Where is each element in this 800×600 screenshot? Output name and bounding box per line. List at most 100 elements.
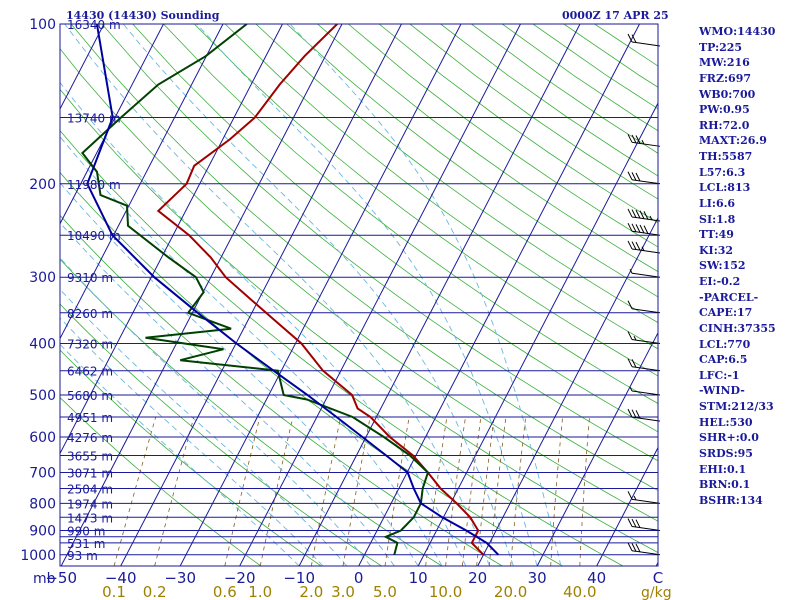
isotherm-line — [179, 24, 462, 566]
wind-barb-flag — [631, 172, 637, 181]
index-item: LCL:770 — [699, 337, 751, 351]
mixing-ratio-label: 0.2 — [143, 583, 167, 600]
dry-adiabat — [70, 24, 658, 492]
mixing-ratio-label: 40.0 — [563, 583, 596, 600]
temperature-tick-label: 0 — [354, 569, 364, 587]
index-item: SI:1.8 — [699, 212, 736, 226]
moist-adiabat — [60, 257, 371, 566]
mixing-ratio-line — [445, 416, 466, 566]
wind-barb-flag — [643, 211, 649, 220]
temperature-tick-label: −50 — [45, 569, 77, 587]
dry-adiabat — [60, 214, 503, 566]
mixing-ratio-unit-label: g/kg — [641, 585, 672, 600]
dry-adiabat — [255, 24, 658, 324]
wind-barb-half-flag — [641, 246, 645, 251]
valid-time: 0000Z 17 APR 25 — [562, 9, 669, 22]
height-label: 4951 m — [67, 411, 113, 425]
height-label: 10490 m — [67, 229, 121, 243]
dry-adiabat — [60, 303, 382, 566]
index-item: HEL:530 — [699, 415, 753, 429]
wind-barb-flag — [627, 300, 633, 309]
temperature-tick-label: 30 — [528, 569, 547, 587]
dry-adiabat — [163, 24, 658, 404]
mixing-ratio-label: 0.1 — [102, 583, 126, 600]
wind-barb-flag — [639, 224, 645, 234]
index-item: BRN:0.1 — [699, 478, 751, 492]
isotherm-line — [596, 446, 658, 566]
pressure-tick-label: 700 — [29, 466, 56, 482]
isotherm-line — [120, 24, 402, 566]
isotherm-line — [358, 24, 640, 566]
dry-adiabats — [60, 24, 658, 566]
height-label: 7320 m — [67, 338, 113, 352]
dry-adiabat — [60, 129, 624, 566]
index-item: MW:216 — [699, 56, 750, 70]
index-item: SRDS:95 — [699, 446, 753, 460]
isotherm-lines — [0, 24, 658, 566]
index-item: LCL:813 — [699, 181, 751, 195]
wind-barb — [627, 518, 661, 531]
stability-index-panel: WMO:14430 TP:225 MW:216 FRZ:697 WB0:700 PW:0.… — [699, 24, 799, 508]
wind-barb-flag — [643, 225, 649, 234]
wind-barb-flag — [635, 241, 641, 251]
mixing-ratio-line — [154, 416, 195, 566]
wind-barb-half-flag — [629, 269, 633, 274]
index-item: CINH:37355 — [699, 321, 776, 335]
dry-adiabat — [101, 24, 658, 462]
isotherm-line — [239, 24, 521, 566]
dry-adiabat — [317, 24, 658, 273]
moist-adiabat — [289, 24, 562, 566]
wind-barb-flag — [627, 542, 633, 551]
wind-barb-flag — [631, 543, 637, 552]
moist-adiabat — [60, 182, 419, 566]
wind-barb-flag — [631, 518, 637, 528]
isotherm-line — [60, 24, 283, 455]
wind-barb-shaft — [631, 248, 661, 254]
station-title: 14430 (14430) Sounding — [66, 9, 220, 22]
sounding-series-line-3 — [86, 24, 500, 556]
isotherm-line — [60, 24, 164, 225]
pressure-tick-label: 1000 — [20, 548, 56, 564]
wind-barb-flag — [631, 34, 637, 43]
wind-barb-shaft — [631, 308, 661, 314]
temperature-tick-label: 20 — [468, 569, 487, 587]
wind-barb-flag — [627, 171, 633, 180]
wind-barb-half-flag — [649, 215, 653, 221]
wind-barb-shaft — [631, 216, 661, 222]
dry-adiabat — [60, 396, 262, 566]
wind-barb-shaft — [631, 416, 661, 422]
isotherm-line — [477, 216, 658, 566]
height-label: 8260 m — [67, 307, 113, 321]
wind-barb-flag — [635, 135, 641, 144]
index-item: BSHR:134 — [699, 493, 763, 507]
wind-barb-half-flag — [633, 335, 637, 341]
dry-adiabat — [348, 24, 658, 248]
moist-adiabat — [60, 81, 467, 566]
mixing-ratio-label: 10.0 — [429, 583, 462, 600]
wind-barb — [627, 331, 661, 345]
isotherm-line — [0, 24, 45, 566]
mixing-ratio-line — [384, 416, 410, 566]
wind-barb-half-flag — [629, 386, 633, 392]
height-label: 2504 m — [67, 482, 113, 496]
index-item: EHI:0.1 — [699, 462, 747, 476]
wind-barb-shaft — [631, 498, 661, 504]
index-item: FRZ:697 — [699, 71, 752, 85]
moist-adiabat — [60, 135, 443, 566]
index-item: RH:72.0 — [699, 118, 750, 132]
wind-barb — [627, 300, 661, 314]
index-item: -PARCEL- — [699, 290, 759, 304]
mixing-ratio-line — [113, 416, 157, 566]
dry-adiabat — [60, 48, 658, 522]
wind-barb-flag — [631, 134, 637, 144]
isotherm-line — [298, 24, 581, 566]
wind-barb — [627, 134, 661, 147]
wind-barb-flag — [631, 359, 637, 368]
index-item: TH:5587 — [699, 150, 753, 163]
index-item: STM:212/33 — [699, 400, 774, 413]
mixing-ratio-line — [550, 416, 563, 566]
sounding-series-line-1 — [156, 24, 485, 556]
plot-frame — [59, 23, 659, 567]
index-item: CAP:6.5 — [699, 353, 748, 367]
